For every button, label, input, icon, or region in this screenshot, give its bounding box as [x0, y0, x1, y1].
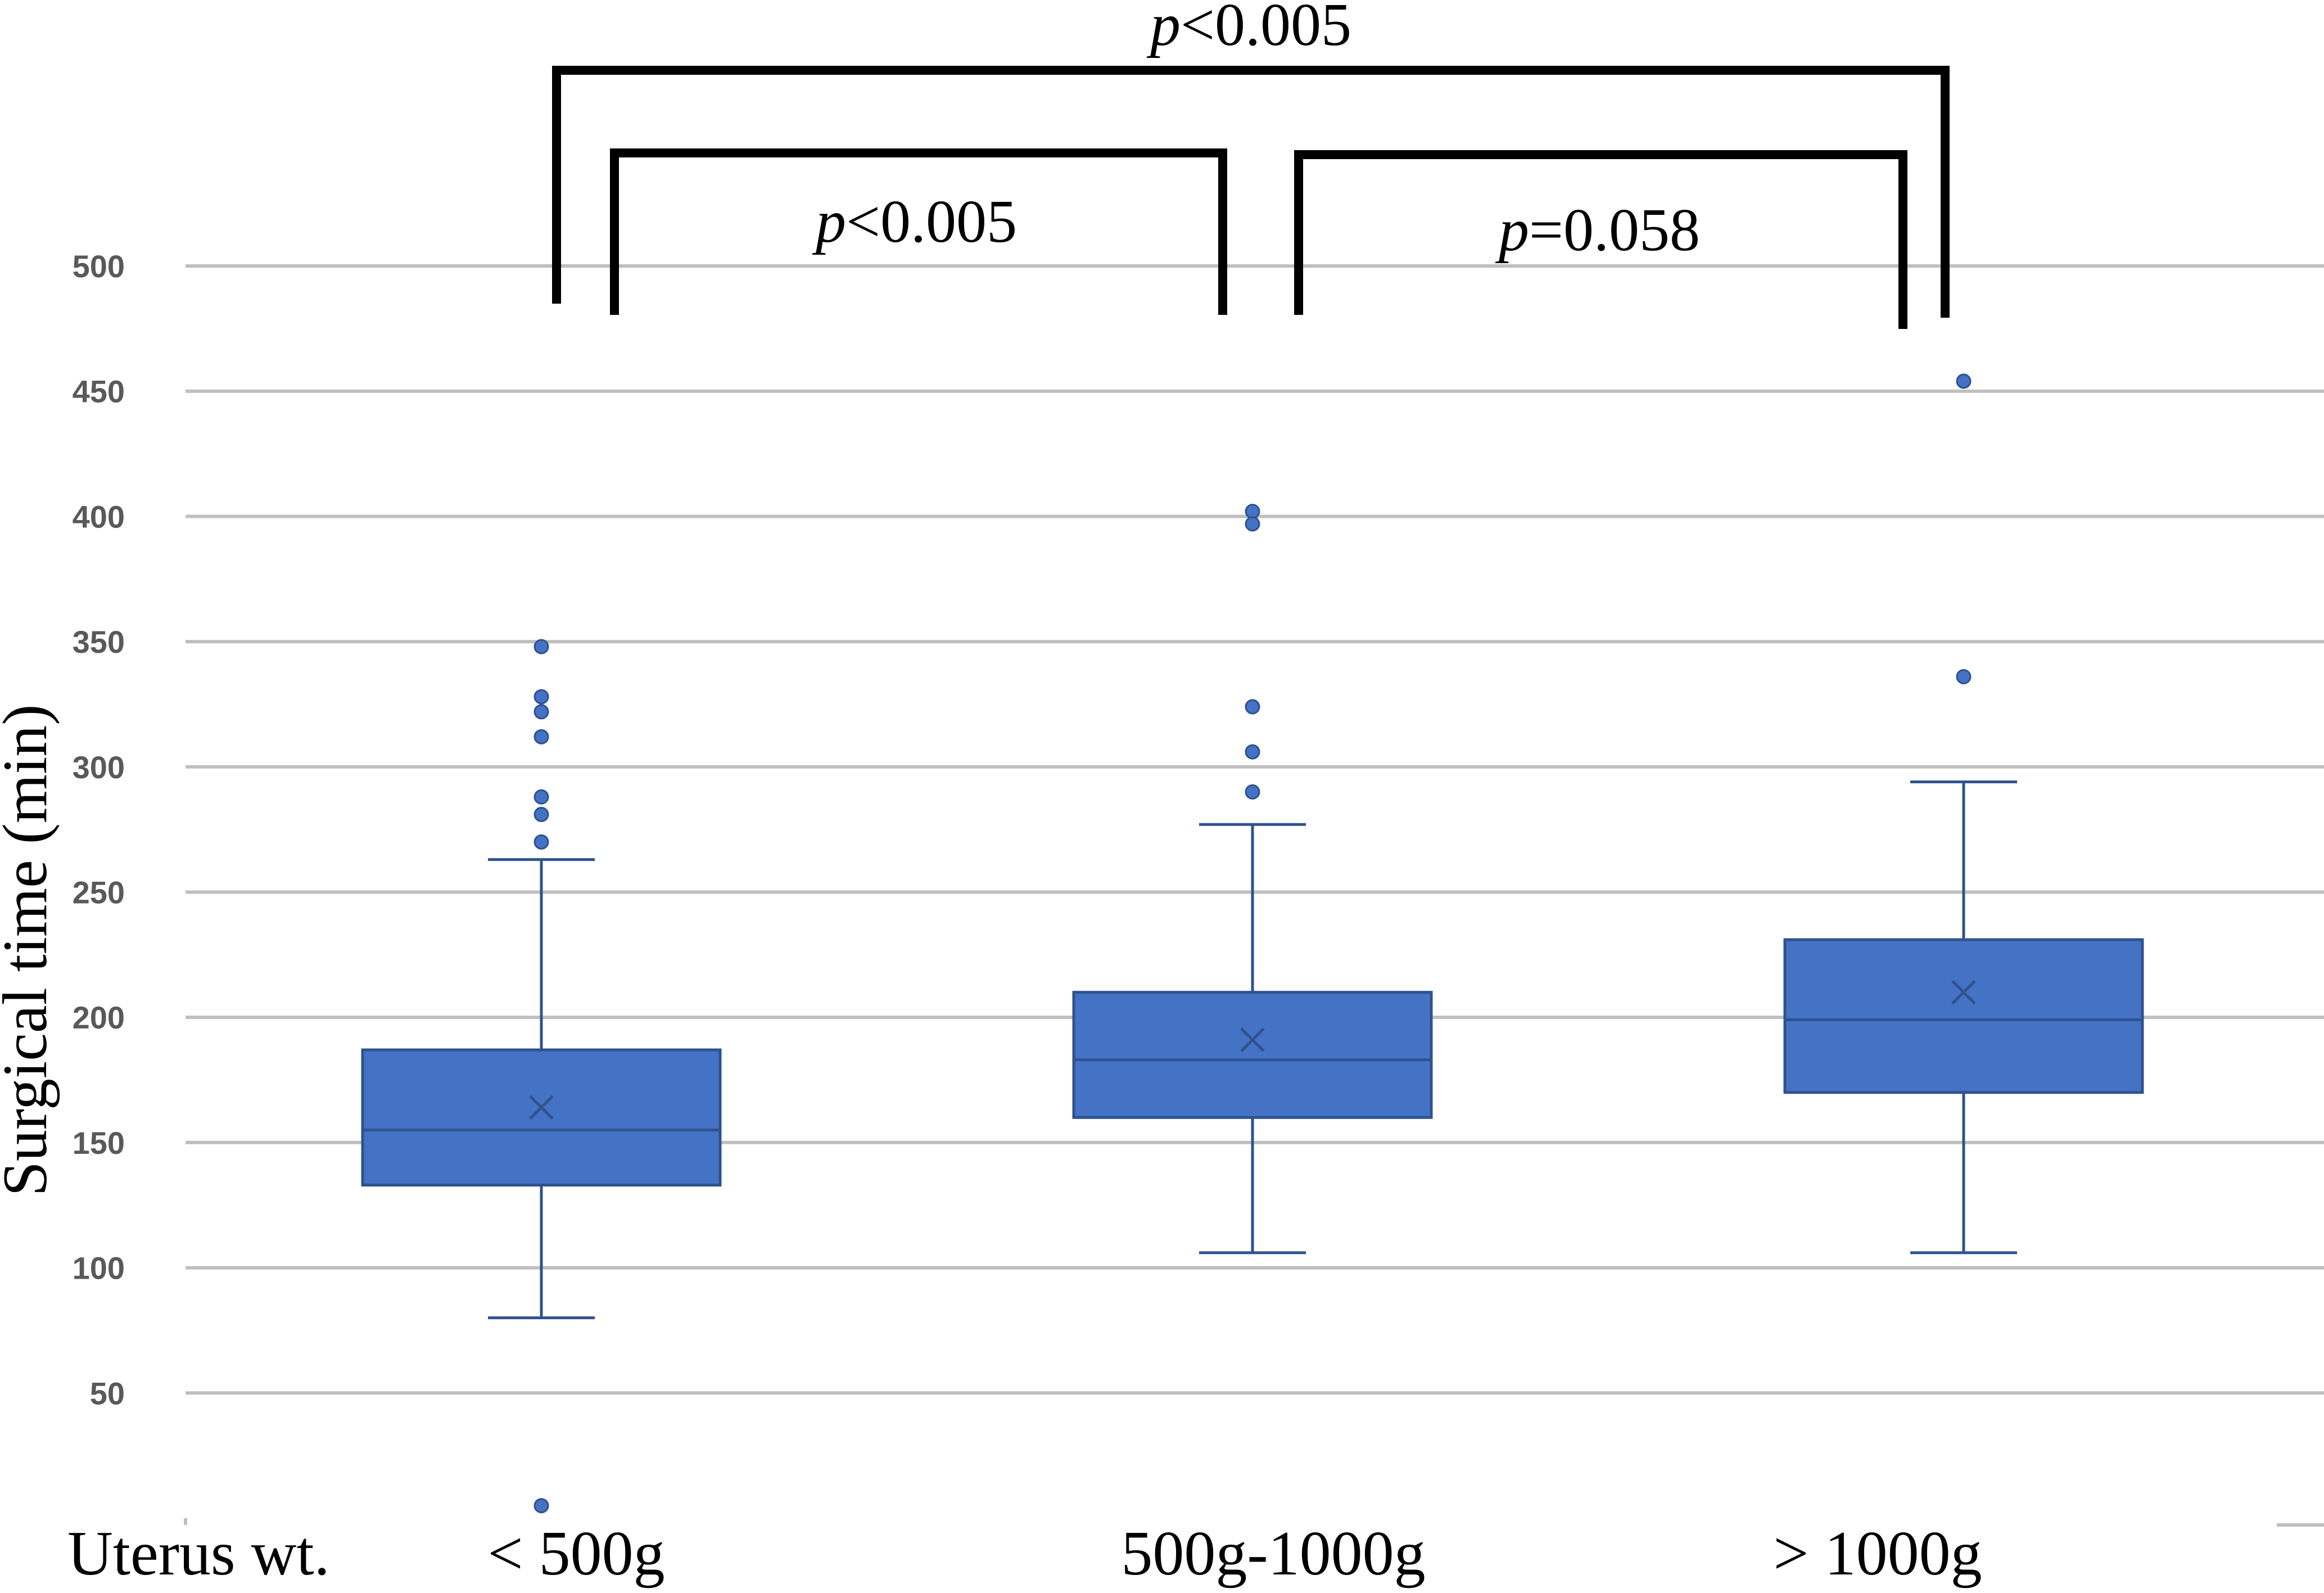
iqr-box [1072, 991, 1433, 1119]
p-value-label: p=0.058 [1495, 197, 1700, 264]
box-3 [1783, 373, 2144, 1254]
box-1 [361, 639, 722, 1514]
y-tick-label-450: 450 [73, 374, 125, 409]
y-axis-label: Surgical time (min) [0, 704, 60, 1196]
p-symbol: p [812, 188, 846, 255]
p-symbol: p [1146, 0, 1181, 58]
outlier-point [533, 729, 549, 744]
p-symbol: p [1495, 197, 1529, 264]
y-axis: 50 100 150 200 250 300 350 400 450 500 [73, 249, 125, 1411]
outlier-point [1245, 744, 1260, 760]
p-value-label: p<0.005 [1146, 0, 1351, 58]
outlier-point [533, 789, 549, 805]
x-category-label-3: > 1000g [1773, 1519, 1982, 1589]
outlier-point [1245, 503, 1260, 519]
x-axis-label: Uterus wt. [67, 1519, 330, 1589]
outlier-point [533, 639, 549, 655]
box-series [361, 373, 2144, 1514]
x-category-label-2: 500g-1000g [1121, 1519, 1425, 1589]
outlier-point [1956, 373, 1972, 389]
y-tick-label-500: 500 [73, 249, 125, 284]
outlier-point [1245, 516, 1260, 532]
y-tick-label-400: 400 [73, 499, 125, 534]
y-tick-label-350: 350 [73, 624, 125, 660]
outlier-point [1245, 699, 1260, 715]
mean-marker-b [529, 1095, 554, 1120]
outlier-point [533, 689, 549, 705]
bracket-line [552, 66, 1950, 318]
x-axis-categories: < 500g 500g-1000g > 1000g [487, 1519, 1982, 1589]
box-2 [1072, 503, 1433, 1254]
significance-bracket-1: p<0.005 [552, 0, 1950, 318]
iqr-box [1783, 938, 2144, 1094]
bracket-line [1294, 150, 1907, 329]
outlier-point [533, 1498, 549, 1514]
p-value-label: p<0.005 [812, 188, 1017, 255]
y-tick-label-250: 250 [73, 875, 125, 910]
bracket-line [610, 148, 1227, 315]
y-tick-label-50: 50 [90, 1375, 125, 1411]
outlier-point [1956, 669, 1972, 684]
y-tick-label-150: 150 [73, 1125, 125, 1161]
iqr-box [361, 1048, 722, 1187]
outlier-point [1245, 784, 1260, 800]
y-tick-label-100: 100 [73, 1251, 125, 1286]
gridlines [184, 264, 2324, 1527]
outlier-point [533, 806, 549, 822]
outlier-point [533, 834, 549, 850]
mean-marker-b [1240, 1027, 1265, 1053]
p-value-text: <0.005 [846, 188, 1017, 255]
significance-bracket-2: p<0.005 [610, 148, 1227, 315]
x-category-label-1: < 500g [487, 1519, 664, 1589]
outlier-point [533, 704, 549, 720]
y-tick-label-200: 200 [73, 1000, 125, 1035]
significance-bracket-3: p=0.058 [1294, 150, 1907, 329]
y-tick-label-300: 300 [73, 750, 125, 785]
p-value-text: <0.005 [1181, 0, 1351, 58]
mean-marker-b [1951, 980, 1976, 1005]
p-value-text: =0.058 [1529, 197, 1700, 264]
